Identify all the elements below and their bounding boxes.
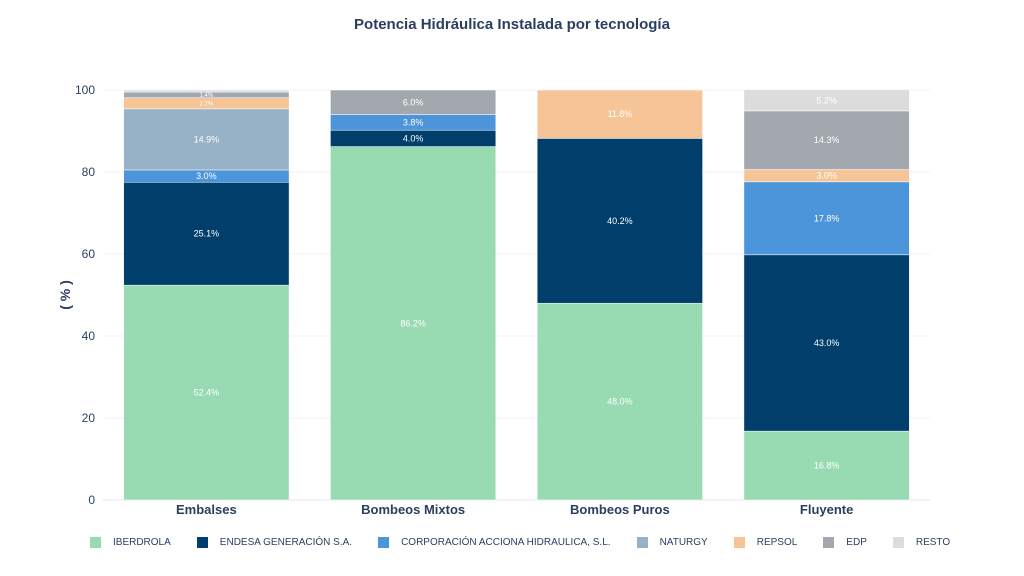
bar-segment [743, 254, 910, 432]
data-label: 52.4% [194, 388, 220, 398]
legend: IBERDROLA ENDESA GENERACIÓN S.A. CORPORACI… [90, 537, 976, 548]
y-tick-label: 0 [88, 493, 95, 507]
x-tick-label: Embalses [176, 502, 237, 517]
data-label: 1.4% [200, 93, 214, 99]
data-label: 4.0% [403, 133, 424, 143]
data-label: 43.0% [814, 338, 840, 348]
data-label: 86.2% [400, 318, 426, 328]
legend-swatch [823, 537, 835, 548]
legend-label: RESTO [915, 537, 951, 548]
x-tick-label: Bombeos Puros [570, 502, 670, 517]
bar-segment [123, 182, 290, 286]
bar-segment [123, 89, 290, 93]
legend-swatch [892, 537, 904, 548]
x-tick-label: Fluyente [800, 502, 853, 517]
y-tick-label: 100 [75, 83, 95, 97]
bar-segment [743, 181, 910, 256]
legend-item[interactable]: RESTO [892, 537, 951, 548]
legend-item[interactable]: REPSOL [733, 537, 798, 548]
bar-segment [536, 89, 703, 139]
bar-segment [330, 89, 497, 115]
y-tick-label: 40 [82, 329, 96, 343]
y-axis-label: ( % ) [57, 280, 73, 310]
data-label: 40.2% [607, 216, 633, 226]
legend-item[interactable]: EDP [823, 537, 867, 548]
data-label: 5.2% [816, 95, 837, 105]
legend-label: CORPORACIÓN ACCIONA HIDRAULICA, S.L. [401, 537, 611, 548]
data-label: 14.9% [194, 134, 220, 144]
data-label: 16.8% [814, 461, 840, 471]
legend-item[interactable]: IBERDROLA [90, 537, 171, 548]
data-label: 11.8% [607, 109, 632, 119]
bar-segment [536, 138, 703, 304]
y-tick-label: 20 [82, 411, 96, 425]
legend-item[interactable]: CORPORACIÓN ACCIONA HIDRAULICA, S.L. [378, 537, 611, 548]
legend-swatch [636, 537, 648, 548]
data-label: 3.8% [403, 117, 424, 127]
data-label: 48.0% [607, 397, 633, 407]
legend-label: REPSOL [756, 537, 798, 548]
legend-item[interactable]: ENDESA GENERACIÓN S.A. [196, 537, 353, 548]
legend-swatch [90, 537, 101, 548]
chart-title: Potencia Hidráulica Instalada por tecnol… [354, 16, 670, 33]
bar-segment [330, 146, 497, 501]
legend-swatch [196, 537, 208, 548]
bar-segment [743, 89, 910, 112]
data-label: 14.3% [814, 135, 840, 145]
y-tick-label: 60 [82, 247, 96, 261]
legend-label: EDP [846, 537, 867, 548]
x-tick-label: Bombeos Mixtos [361, 502, 465, 517]
legend-label: ENDESA GENERACIÓN S.A. [219, 537, 353, 548]
data-label: 6.0% [403, 97, 424, 107]
data-label: 25.1% [194, 229, 220, 239]
legend-swatch [378, 537, 390, 548]
data-label: 17.8% [814, 213, 840, 223]
bar-segment [743, 110, 910, 170]
legend-item[interactable]: NATURGY [636, 537, 708, 548]
data-label: 3.0% [816, 171, 837, 181]
bar-segment [123, 108, 290, 171]
bar-segment [536, 302, 703, 501]
data-label: 2.7% [200, 101, 214, 107]
bar-segment [743, 430, 910, 501]
y-tick-label: 80 [82, 165, 96, 179]
legend-label: IBERDROLA [113, 537, 171, 548]
legend-swatch [733, 537, 745, 548]
legend-label: NATURGY [659, 537, 708, 548]
data-label: 3.0% [196, 171, 217, 181]
